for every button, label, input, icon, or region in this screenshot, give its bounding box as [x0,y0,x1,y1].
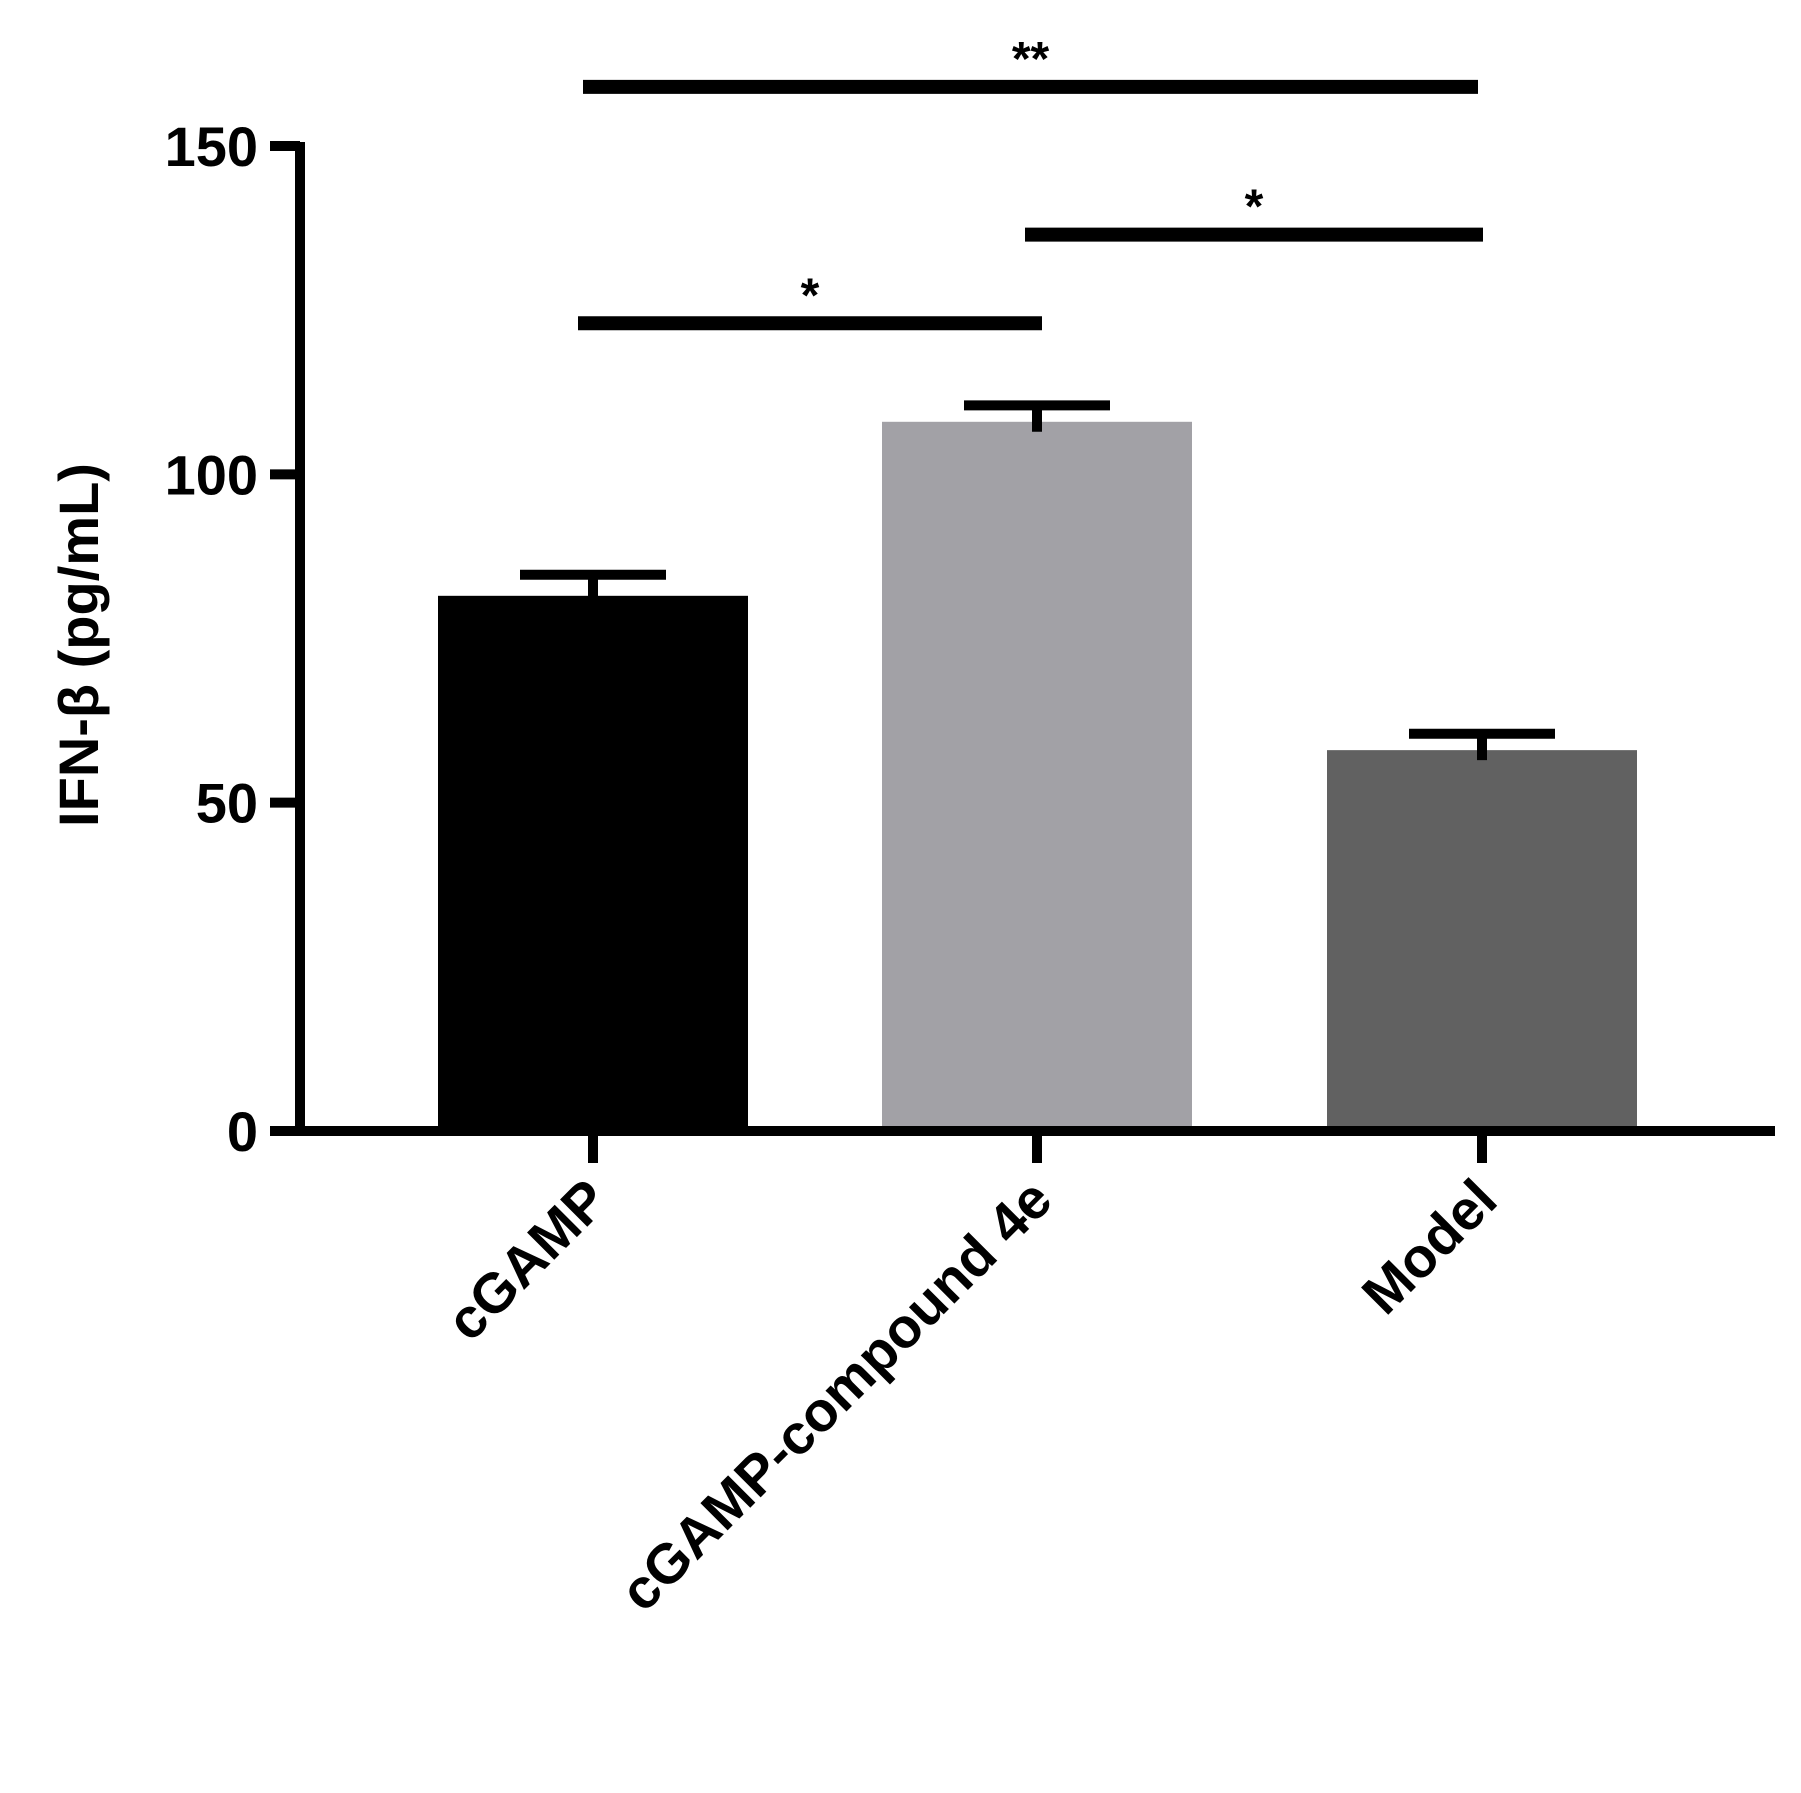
y-tick-label-3: 150 [165,115,258,178]
x-tick-label-1: cGAMP-compound 4e [608,1167,1064,1623]
significance-label-1: * [1245,181,1264,234]
x-tick-label-0: cGAMP [434,1167,619,1352]
y-axis-title: IFN-β (pg/mL) [47,463,110,827]
significance-label-0: * [801,269,820,322]
bar-0 [438,595,748,1131]
significance-label-2: ** [1012,33,1050,86]
y-tick-label-1: 50 [196,772,258,835]
bar-1 [882,421,1192,1131]
significance-layer: **** [578,33,1483,331]
bar-2 [1327,750,1637,1131]
bars-layer [438,400,1637,1131]
x-tick-label-2: Model [1350,1167,1509,1326]
y-tick-label-2: 100 [165,443,258,506]
y-tick-label-0: 0 [227,1100,258,1163]
